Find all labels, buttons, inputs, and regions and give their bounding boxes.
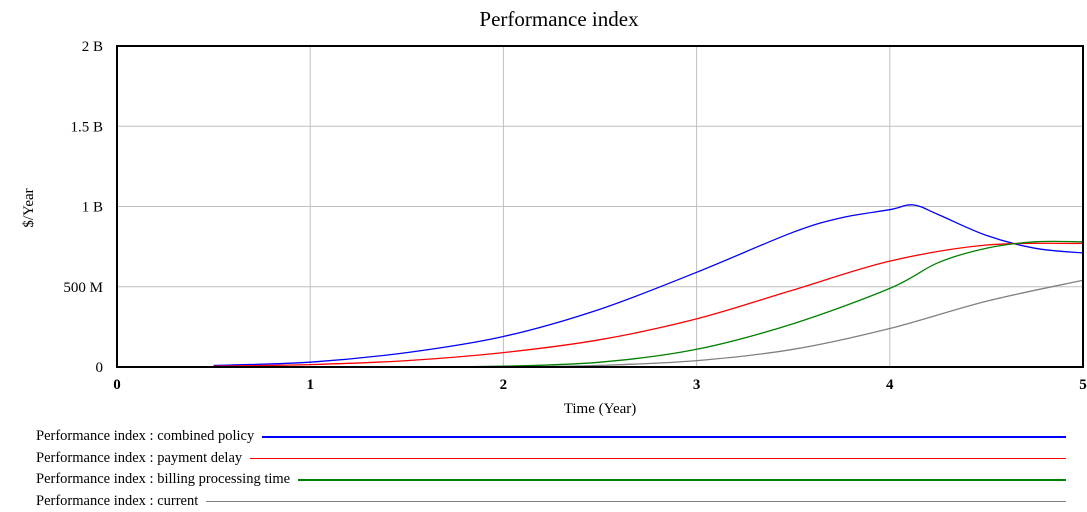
y-tick-label: 0 bbox=[96, 360, 104, 376]
x-tick-label: 5 bbox=[1079, 377, 1087, 393]
legend-label: Performance index : billing processing t… bbox=[36, 471, 298, 488]
series-line-0 bbox=[214, 205, 1083, 366]
x-tick-label: 2 bbox=[500, 377, 508, 393]
legend-swatch-line bbox=[262, 436, 1066, 438]
legend-swatch-line bbox=[298, 479, 1066, 481]
x-tick-label: 3 bbox=[693, 377, 701, 393]
legend-label: Performance index : current bbox=[36, 493, 206, 510]
series-line-2 bbox=[214, 241, 1083, 367]
legend-label: Performance index : payment delay bbox=[36, 450, 250, 467]
legend-label: Performance index : combined policy bbox=[36, 428, 262, 445]
legend-swatch-line bbox=[206, 501, 1066, 503]
legend-item: Performance index : combined policy bbox=[36, 426, 1076, 448]
y-tick-label: 1 B bbox=[82, 200, 103, 216]
chart-title: Performance index bbox=[479, 7, 639, 31]
series-line-1 bbox=[214, 243, 1083, 366]
legend-swatch-line bbox=[250, 458, 1066, 460]
y-tick-label: 2 B bbox=[82, 39, 103, 55]
y-axis-label: $/Year bbox=[21, 188, 37, 227]
legend: Performance index : combined policy Perfo… bbox=[36, 426, 1076, 512]
y-tick-labels: 0 500 M 1 B 1.5 B 2 B bbox=[63, 39, 103, 376]
y-tick-label: 500 M bbox=[63, 280, 103, 296]
series-line-3 bbox=[214, 280, 1083, 367]
x-tick-label: 4 bbox=[886, 377, 894, 393]
series-lines bbox=[214, 205, 1083, 367]
legend-item: Performance index : current bbox=[36, 491, 1076, 512]
legend-item: Performance index : billing processing t… bbox=[36, 469, 1076, 491]
x-tick-label: 0 bbox=[113, 377, 121, 393]
x-tick-label: 1 bbox=[306, 377, 314, 393]
chart: Performance index 0 500 M 1 B 1.5 B 2 B 0 1 2 3… bbox=[0, 0, 1087, 430]
gridlines bbox=[117, 46, 1083, 367]
x-tick-labels: 0 1 2 3 4 5 bbox=[113, 377, 1087, 393]
y-tick-label: 1.5 B bbox=[70, 119, 103, 135]
x-axis-label: Time (Year) bbox=[564, 401, 637, 417]
legend-item: Performance index : payment delay bbox=[36, 448, 1076, 470]
